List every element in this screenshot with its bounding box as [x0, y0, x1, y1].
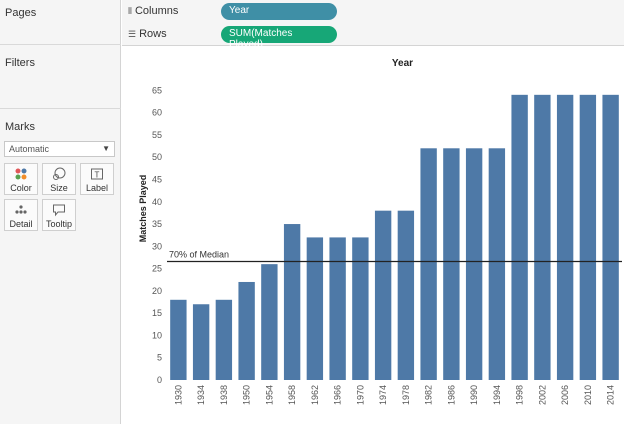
chevron-down-icon: ▼ — [102, 144, 110, 153]
x-tick-label: 1934 — [196, 385, 206, 405]
tooltip-button[interactable]: Tooltip — [42, 199, 76, 231]
y-tick-label: 65 — [152, 85, 162, 95]
label-icon: T — [81, 167, 113, 183]
chart-title: Year — [392, 58, 413, 69]
bar — [283, 224, 301, 380]
y-tick-label: 30 — [152, 241, 162, 251]
bar — [352, 237, 369, 380]
shelves-area: ⦀ Columns Year ☰ Rows SUM(Matches Played) — [122, 0, 624, 50]
rows-shelf-label: ☰ Rows — [128, 28, 167, 40]
color-button-label: Color — [10, 183, 32, 193]
tooltip-button-label: Tooltip — [45, 219, 72, 229]
y-tick-label: 60 — [152, 108, 162, 118]
x-tick-label: 1930 — [173, 385, 183, 405]
bar — [602, 94, 619, 380]
detail-icon — [5, 203, 37, 219]
pages-card-title: Pages — [5, 7, 37, 19]
bar — [556, 94, 574, 380]
bar-chart: Year Matches Played 0 5 10 15 20 25 30 35 40 45 50 55… — [138, 58, 622, 405]
rows-shelf[interactable]: ☰ Rows SUM(Matches Played) — [122, 23, 624, 50]
y-tick-label: 35 — [152, 219, 162, 229]
bar — [192, 304, 210, 380]
bar — [397, 210, 415, 380]
y-tick-label: 25 — [152, 264, 162, 274]
columns-shelf[interactable]: ⦀ Columns Year — [122, 0, 624, 23]
rows-label-text: Rows — [139, 28, 167, 40]
bar — [215, 299, 233, 380]
x-tick-label: 1974 — [378, 385, 388, 405]
color-button[interactable]: Color — [4, 163, 38, 195]
x-tick-label: 1978 — [401, 385, 411, 405]
x-tick-label: 2006 — [560, 385, 570, 405]
y-axis-title: Matches Played — [138, 175, 148, 243]
svg-text:T: T — [95, 171, 100, 180]
rows-icon: ☰ — [128, 29, 137, 39]
x-tick-label: 2010 — [583, 385, 593, 405]
columns-icon: ⦀ — [128, 6, 132, 16]
left-panel: Pages Filters Marks Automatic ▼ Color Si… — [0, 0, 121, 424]
y-tick-label: 0 — [157, 375, 162, 385]
columns-shelf-label: ⦀ Columns — [128, 5, 178, 17]
label-button-label: Label — [85, 183, 109, 193]
chart-area: Year Matches Played 0 5 10 15 20 25 30 35 40 45 50 55… — [122, 47, 624, 424]
tooltip-icon — [43, 203, 75, 219]
x-tick-label: 1958 — [287, 385, 297, 405]
color-icon — [5, 167, 37, 183]
x-tick-label: 1962 — [310, 385, 320, 405]
bar — [534, 94, 551, 380]
divider — [0, 108, 121, 109]
x-tick-label: 2002 — [537, 385, 547, 405]
y-tick-label: 10 — [152, 330, 162, 340]
matches-played-pill[interactable]: SUM(Matches Played) — [221, 26, 337, 50]
bar — [579, 94, 597, 380]
y-tick-label: 55 — [152, 130, 162, 140]
bar — [306, 237, 324, 380]
bar — [374, 210, 392, 380]
bar — [170, 299, 187, 380]
size-button-label: Size — [50, 183, 68, 193]
filters-card-title: Filters — [5, 57, 35, 69]
label-button[interactable]: T Label — [80, 163, 114, 195]
detail-button-label: Detail — [9, 219, 33, 229]
bar — [465, 148, 483, 380]
x-tick-label: 1994 — [492, 385, 502, 405]
x-tick-label: 2014 — [606, 385, 616, 405]
y-tick-label: 50 — [152, 152, 162, 162]
x-tick-label: 1938 — [219, 385, 229, 405]
bar — [238, 281, 255, 380]
size-icon — [43, 167, 75, 183]
reference-line-label: 70% of Median — [169, 249, 229, 259]
bar — [488, 148, 506, 380]
y-tick-label: 45 — [152, 174, 162, 184]
y-tick-label: 40 — [152, 197, 162, 207]
marks-card-title: Marks — [5, 121, 35, 133]
mark-type-value: Automatic — [9, 144, 50, 154]
x-tick-label: 1982 — [424, 385, 434, 405]
y-tick-label: 20 — [152, 286, 162, 296]
x-tick-label: 1966 — [333, 385, 343, 405]
x-tick-label: 1990 — [469, 385, 479, 405]
mark-type-dropdown[interactable]: Automatic ▼ — [4, 141, 115, 157]
bar — [420, 148, 437, 380]
year-pill[interactable]: Year — [221, 3, 337, 20]
x-tick-label: 1954 — [264, 385, 274, 405]
size-button[interactable]: Size — [42, 163, 76, 195]
x-tick-label: 1970 — [355, 385, 365, 405]
bar — [511, 94, 528, 380]
bar — [261, 264, 278, 380]
divider — [0, 44, 121, 45]
columns-label-text: Columns — [134, 5, 179, 17]
x-tick-label: 1998 — [515, 385, 525, 405]
bar — [329, 237, 346, 380]
bar — [443, 148, 460, 380]
x-tick-label: 1950 — [242, 385, 252, 405]
x-tick-label: 1986 — [446, 385, 456, 405]
y-tick-label: 15 — [152, 308, 162, 318]
detail-button[interactable]: Detail — [4, 199, 38, 231]
y-tick-label: 5 — [157, 353, 162, 363]
